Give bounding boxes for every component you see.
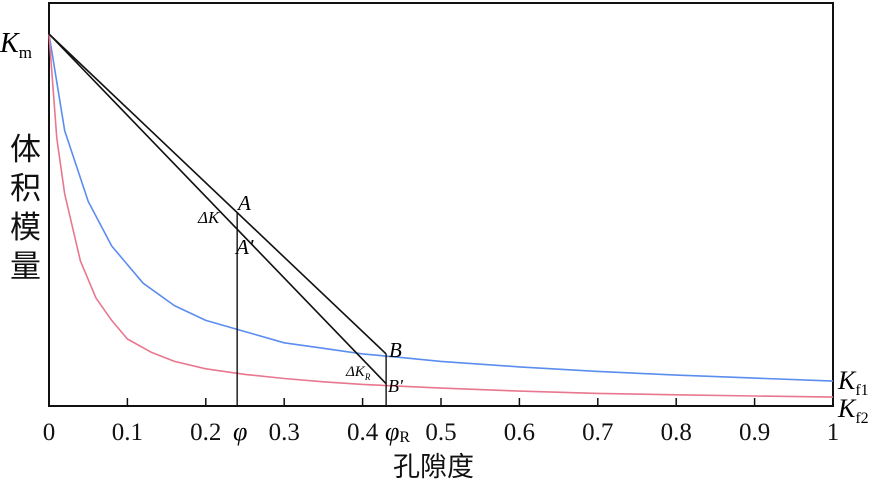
km-main: K (0, 28, 20, 59)
kf1-label: Kf1 (837, 366, 869, 399)
kf1-sub: f1 (855, 382, 868, 399)
phi-label: φ (233, 417, 247, 446)
delta-kr-main: ΔK (345, 364, 366, 380)
series-line (48, 33, 834, 382)
series-line (48, 33, 387, 355)
y-axis-label-char-3: 模 (10, 210, 41, 246)
x-tick-label: 0.4 (347, 419, 379, 446)
series-line (48, 33, 834, 398)
x-tick-label: 1 (827, 419, 840, 446)
x-axis-label: 孔隙度 (393, 452, 474, 483)
point-a-label: A (236, 191, 251, 215)
x-tick-label: 0.7 (582, 419, 613, 446)
plot-frame (48, 2, 834, 407)
x-tick-label: 0.2 (190, 419, 221, 446)
km-sub: m (19, 43, 32, 62)
x-tick-label: 0 (43, 419, 56, 446)
kf1-main: K (837, 366, 857, 395)
data-series (48, 33, 834, 398)
x-tick-label: 0.9 (739, 419, 770, 446)
vertical-markers (236, 212, 387, 406)
delta-kr-label: ΔKR (345, 364, 371, 382)
delta-kr-sub: R (364, 372, 371, 382)
x-tick-label: 0.6 (504, 419, 535, 446)
point-b-prime-label: B' (388, 376, 404, 396)
x-tick-label: 0.5 (425, 419, 456, 446)
phi-r-label: φR (385, 417, 410, 446)
x-tick-label: 0.8 (661, 419, 692, 446)
series-line (48, 33, 387, 385)
kf2-label: Kf2 (837, 394, 869, 427)
phi-r-sub: R (399, 429, 410, 446)
y-axis-label-char-4: 量 (10, 249, 41, 285)
delta-k-label: ΔK (197, 208, 221, 227)
x-tick-label: 0.1 (112, 419, 143, 446)
point-b-label: B (389, 338, 402, 362)
x-tick-label: 0.3 (269, 419, 300, 446)
kf2-main: K (837, 394, 857, 423)
point-a-prime-label: A' (234, 235, 254, 259)
x-ticks: 0 0.1 0.2 0.3 0.4 0.5 0.6 0.7 0.8 0.9 1 (43, 398, 840, 446)
kf2-sub: f2 (855, 410, 868, 427)
phi-r-main: φ (385, 417, 399, 446)
y-axis-label-char-2: 积 (10, 171, 41, 207)
km-label: Km (0, 28, 32, 62)
y-axis-label-char-1: 体 (10, 132, 41, 168)
